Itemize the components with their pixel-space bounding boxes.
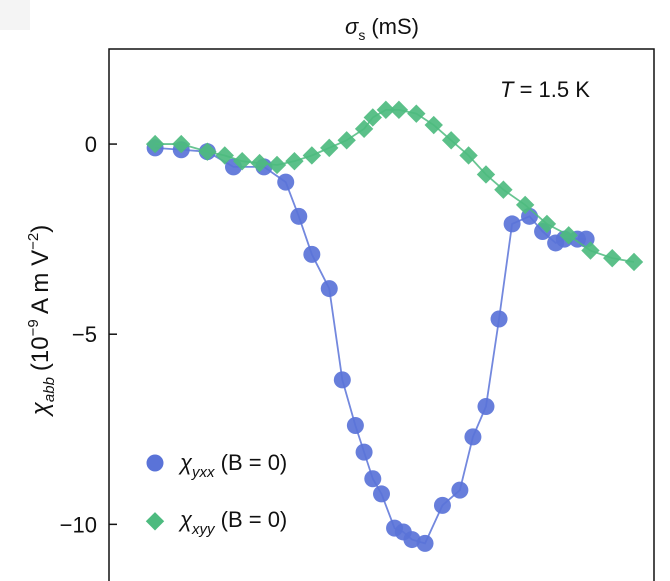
data-point — [624, 252, 644, 272]
data-point — [416, 534, 434, 552]
data-point — [145, 134, 165, 154]
data-point — [515, 195, 535, 215]
data-point — [424, 115, 443, 135]
data-point — [477, 397, 495, 415]
data-point — [285, 151, 304, 171]
y-tick-label: −5 — [72, 322, 97, 347]
legend-label-xyy: χxyy (B = 0) — [178, 507, 287, 538]
corner-artifact — [0, 0, 30, 30]
data-point — [373, 485, 390, 503]
svg-text:χabb(10−9 A m V−2): χabb(10−9 A m V−2) — [25, 225, 58, 417]
data-point — [503, 215, 521, 233]
data-point — [355, 443, 373, 461]
data-point — [354, 119, 374, 139]
data-point — [490, 310, 508, 328]
data-point — [407, 104, 426, 123]
data-point — [320, 138, 339, 158]
data-point — [403, 531, 421, 549]
data-point — [250, 153, 269, 173]
chart-title: σs (mS) — [345, 14, 419, 43]
data-point — [232, 151, 252, 171]
data-point — [451, 481, 469, 499]
data-point — [603, 248, 622, 268]
series-yxx — [146, 139, 595, 552]
data-point — [376, 100, 396, 120]
data-point — [363, 108, 382, 127]
data-point — [559, 226, 578, 245]
series-layer — [145, 100, 644, 552]
data-point — [198, 142, 217, 161]
data-point — [290, 207, 308, 225]
data-point — [277, 173, 295, 191]
data-point — [464, 428, 482, 446]
data-point — [494, 180, 513, 199]
legend: χyxx (B = 0) χxyy (B = 0) — [145, 450, 287, 538]
legend-marker-xyy — [145, 512, 165, 531]
data-point — [581, 241, 600, 260]
data-point — [476, 165, 496, 184]
data-point — [172, 134, 191, 154]
y-ticks: 0 −5 −10 — [60, 132, 117, 537]
y-axis-label: χabb(10−9 A m V−2) — [25, 225, 58, 417]
temperature-annotation: T = 1.5 K — [500, 77, 590, 102]
data-point — [364, 470, 382, 488]
plot-frame — [108, 48, 655, 581]
data-point — [459, 146, 478, 165]
data-point — [389, 100, 409, 120]
y-tick-label: −10 — [60, 512, 97, 537]
data-point — [267, 155, 287, 175]
data-point — [215, 146, 234, 165]
data-point — [303, 245, 321, 263]
data-point — [346, 416, 364, 434]
data-point — [302, 146, 322, 165]
data-point — [537, 214, 557, 234]
data-point — [333, 371, 351, 389]
legend-marker-yxx — [146, 454, 164, 472]
data-point — [320, 280, 338, 298]
legend-label-yxx: χyxx (B = 0) — [178, 450, 287, 481]
y-tick-label: 0 — [85, 132, 97, 157]
data-point — [337, 131, 356, 150]
data-point — [441, 131, 461, 150]
data-point — [433, 496, 451, 514]
series-xyy — [145, 100, 644, 272]
